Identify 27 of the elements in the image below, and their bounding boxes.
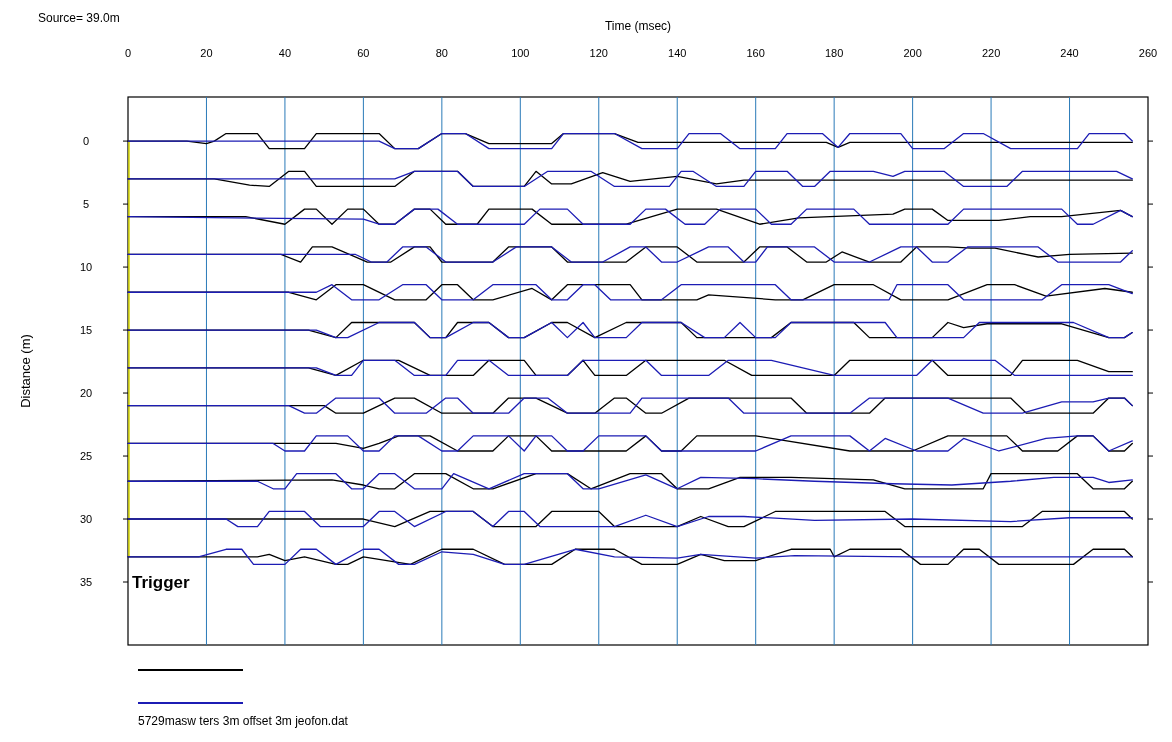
- x-tick-label: 260: [1138, 47, 1158, 59]
- x-tick-label: 40: [278, 47, 292, 59]
- y-tick-label: 35: [79, 575, 93, 588]
- y-tick-label: 30: [79, 512, 93, 525]
- x-tick-label: 140: [668, 47, 687, 59]
- x-tick-label: 240: [1060, 47, 1079, 59]
- y-tick-label: 10: [79, 260, 93, 273]
- x-axis-title: Time (msec): [604, 19, 672, 33]
- x-tick-label: 160: [746, 47, 765, 59]
- text: 5729masw ters 3m offset 3m jeofon.dat: [138, 714, 349, 728]
- x-tick-label: 120: [589, 47, 608, 59]
- y-tick-label: 20: [79, 386, 93, 399]
- x-tick-label: 100: [511, 47, 530, 59]
- source-note: Source= 39.0m: [38, 11, 120, 25]
- y-tick-label: 15: [79, 323, 93, 336]
- x-tick-label: 200: [903, 47, 922, 59]
- x-tick-label: 220: [981, 47, 1001, 59]
- annotation: Trigger: [132, 572, 191, 592]
- x-tick-label: 0: [124, 47, 132, 59]
- x-tick-label: 180: [824, 47, 844, 59]
- y-tick-label: 25: [79, 449, 93, 462]
- y-tick-label: 5: [82, 197, 90, 210]
- y-tick-label: 0: [82, 134, 90, 147]
- x-tick-label: 20: [200, 47, 213, 59]
- x-tick-label: 80: [435, 47, 448, 59]
- x-tick-label: 60: [357, 47, 370, 59]
- y-axis-title: Distance (m): [18, 334, 33, 408]
